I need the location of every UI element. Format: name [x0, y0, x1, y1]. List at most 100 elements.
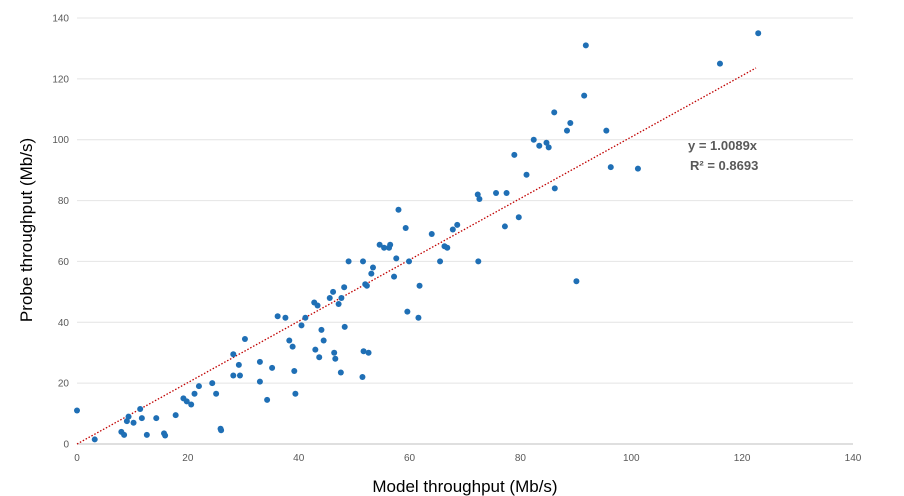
data-point — [298, 322, 305, 329]
data-point — [123, 418, 130, 425]
data-point — [264, 396, 271, 403]
data-point — [360, 258, 367, 265]
data-point — [476, 196, 483, 203]
data-point — [183, 398, 190, 405]
y-tick-label: 140 — [52, 14, 69, 25]
data-point — [716, 60, 723, 67]
data-point — [444, 244, 451, 251]
data-point — [360, 348, 367, 355]
y-tick-label: 0 — [63, 440, 69, 451]
data-point — [332, 355, 339, 362]
x-tick-label: 80 — [515, 453, 527, 464]
x-tick-label: 60 — [404, 453, 416, 464]
data-point — [582, 42, 589, 49]
data-point — [545, 144, 552, 151]
data-point — [137, 406, 144, 413]
data-point — [551, 109, 558, 116]
y-tick-label: 100 — [52, 135, 69, 146]
data-point — [363, 282, 370, 289]
data-point — [121, 431, 128, 438]
data-point — [523, 171, 530, 178]
data-point — [369, 264, 376, 271]
data-point — [607, 164, 614, 171]
data-point — [365, 349, 372, 356]
data-point — [449, 226, 456, 233]
data-point — [191, 390, 198, 397]
trendline — [76, 67, 757, 445]
data-point — [256, 358, 263, 365]
data-point — [493, 189, 500, 196]
data-point — [515, 214, 522, 221]
y-tick-label: 80 — [58, 196, 70, 207]
data-point — [395, 206, 402, 213]
data-point — [256, 378, 263, 385]
data-point — [511, 151, 518, 158]
trendline-equation: y = 1.0089x — [688, 138, 758, 153]
data-point — [755, 30, 762, 37]
y-axis-ticks: 0 20 40 60 80 100 120 140 — [52, 14, 69, 451]
data-point — [437, 258, 444, 265]
data-point — [341, 284, 348, 291]
data-point — [335, 301, 342, 308]
data-point — [393, 255, 400, 262]
data-point — [338, 294, 345, 301]
data-point — [406, 258, 413, 265]
data-point — [381, 244, 388, 251]
data-point — [530, 136, 537, 143]
data-point — [603, 127, 610, 134]
data-point — [474, 191, 481, 198]
data-point — [501, 223, 508, 230]
data-point — [376, 241, 383, 248]
data-point — [318, 326, 325, 333]
data-point — [320, 337, 327, 344]
data-point — [345, 258, 352, 265]
data-point — [241, 336, 248, 343]
data-point — [391, 273, 398, 280]
data-point — [415, 314, 422, 321]
x-tick-label: 100 — [623, 453, 640, 464]
data-point — [316, 354, 323, 361]
data-point — [312, 346, 319, 353]
x-axis-title: Model throughput (Mb/s) — [372, 477, 557, 496]
data-point — [368, 270, 375, 277]
data-point — [416, 282, 423, 289]
data-point — [387, 241, 394, 248]
data-point — [213, 390, 220, 397]
data-point — [230, 372, 237, 379]
data-point — [209, 380, 216, 387]
data-point — [330, 288, 337, 295]
y-tick-label: 20 — [58, 379, 70, 390]
data-point — [286, 337, 293, 344]
data-point — [581, 92, 588, 99]
data-point — [331, 349, 338, 356]
data-point — [454, 221, 461, 228]
data-point — [428, 231, 435, 238]
data-point — [359, 374, 366, 381]
data-point — [130, 419, 137, 426]
gridlines — [77, 17, 853, 445]
data-point — [341, 323, 348, 330]
data-point — [543, 139, 550, 146]
data-point — [402, 224, 409, 231]
data-point — [269, 364, 276, 371]
data-point — [563, 127, 570, 134]
data-point — [143, 431, 150, 438]
data-point — [503, 189, 510, 196]
data-point — [235, 361, 242, 368]
data-point — [153, 415, 160, 422]
y-axis-title: Probe throughput (Mb/s) — [17, 138, 36, 322]
data-point — [302, 314, 309, 321]
x-axis-ticks: 0 20 40 60 80 100 120 140 — [74, 453, 862, 464]
data-point — [291, 367, 298, 374]
data-point — [162, 432, 169, 439]
data-point — [404, 308, 411, 315]
data-point — [74, 407, 80, 414]
data-point — [172, 412, 179, 419]
data-point — [138, 415, 145, 422]
data-point — [551, 185, 558, 192]
data-point — [475, 258, 482, 265]
data-point — [91, 436, 98, 443]
y-tick-label: 60 — [58, 257, 70, 268]
data-point — [188, 401, 195, 408]
